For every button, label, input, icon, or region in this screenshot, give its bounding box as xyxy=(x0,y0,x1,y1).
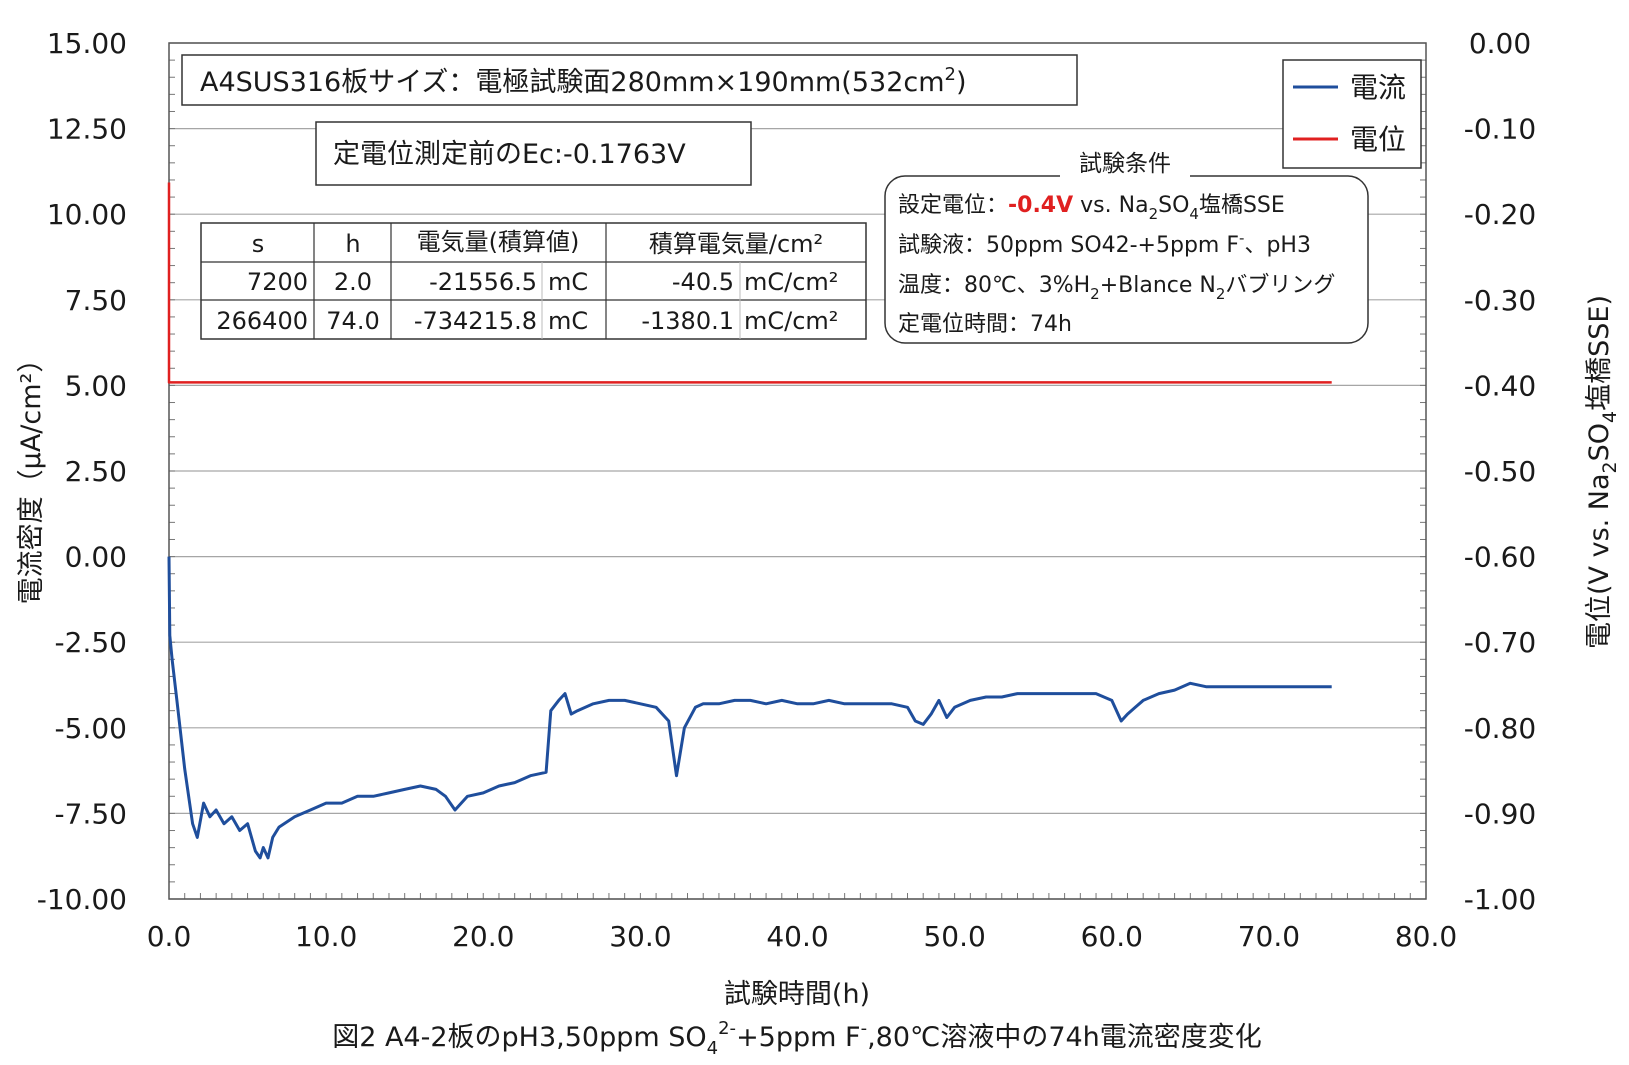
ec-annotation: 定電位測定前のEc:-0.1763V xyxy=(315,121,752,186)
condition-temperature: 温度：80℃、3%H2+Blance N2バブリング xyxy=(898,273,1335,303)
y-right-tick-label: 0.00 xyxy=(1469,27,1531,60)
y-left-tick-label: 0.00 xyxy=(65,541,127,574)
y-right-axis-title: 電位(V vs. Na2SO4塩橋SSE) xyxy=(1584,295,1621,649)
x-tick-label: 50.0 xyxy=(923,920,985,953)
conditions-title: 試験条件 xyxy=(1079,151,1171,177)
y-right-tick-label: -0.80 xyxy=(1464,712,1536,745)
y-left-axis-title: 電流密度（μA/cm²） xyxy=(16,346,47,605)
table-cell: mC/cm² xyxy=(744,268,838,296)
y-left-tick-label: 7.50 xyxy=(65,284,127,317)
table-cell: 7200 xyxy=(247,268,308,296)
y-left-tick-label: 12.50 xyxy=(47,113,127,146)
x-tick-label: 40.0 xyxy=(766,920,828,953)
current-density-line xyxy=(167,556,1332,860)
table-cell: 2.0 xyxy=(334,268,372,296)
table-cell: 74.0 xyxy=(326,307,379,335)
y-left-tick-labels: 15.00 12.50 10.00 7.50 5.00 2.50 0.00 -2.50 -5.0… xyxy=(37,27,127,916)
y-right-tick-label: -0.90 xyxy=(1464,797,1536,830)
series xyxy=(167,182,1332,860)
table-cell: 266400 xyxy=(216,307,308,335)
size-annotation: A4SUS316板サイズ：電極試験面280mm×190mm(532cm2) xyxy=(181,54,1078,106)
x-tick-label: 20.0 xyxy=(452,920,514,953)
y-left-tick-label: -10.00 xyxy=(37,883,127,916)
y-right-tick-label: -0.60 xyxy=(1464,541,1536,574)
table-cell: -1380.1 xyxy=(641,307,734,335)
table-header-charge-per-area: 積算電気量/cm² xyxy=(649,230,823,258)
y-left-tick-label: -7.50 xyxy=(55,797,127,830)
y-right-tick-label: -0.30 xyxy=(1464,284,1536,317)
y-right-tick-label: -0.50 xyxy=(1464,455,1536,488)
x-tick-label: 70.0 xyxy=(1238,920,1300,953)
table-header-h: h xyxy=(345,230,360,258)
condition-solution: 試験液：50ppm SO42-+5ppm F-、pH3 xyxy=(898,229,1311,258)
condition-potential: 設定電位：-0.4V vs. Na2SO4塩橋SSE xyxy=(898,193,1285,223)
y-left-tick-label: 5.00 xyxy=(65,369,127,402)
y-right-tick-label: -0.70 xyxy=(1464,626,1536,659)
x-axis-title: 試験時間(h) xyxy=(724,979,870,1010)
legend-potential-label: 電位 xyxy=(1350,123,1406,156)
figure-caption: 図2 A4-2板のpH3,50ppm SO42-+5ppm F-,80℃溶液中の… xyxy=(332,1018,1262,1059)
y-left-tick-label: 15.00 xyxy=(47,27,127,60)
y-right-tick-label: -1.00 xyxy=(1464,883,1536,916)
y-right-tick-label: -0.10 xyxy=(1464,113,1536,146)
legend-current-label: 電流 xyxy=(1350,71,1406,104)
svg-text:A4SUS316板サイズ：電極試験面280mm×190mm(: A4SUS316板サイズ：電極試験面280mm×190mm(532cm2) xyxy=(200,64,967,98)
potential-line xyxy=(167,182,1332,384)
y-right-tick-label: -0.20 xyxy=(1464,198,1536,231)
charge-table: s h 電気量(積算値) 積算電気量/cm² 7200 2.0 -21556.5… xyxy=(200,222,867,340)
y-left-tick-label: 10.00 xyxy=(47,198,127,231)
y-left-tick-label: -5.00 xyxy=(55,712,127,745)
plot-frame xyxy=(168,42,1427,900)
svg-text:定電位測定前のEc:-0.1763V: 定電位測定前のEc:-0.1763V xyxy=(333,139,686,170)
table-header-s: s xyxy=(252,230,265,258)
x-tick-labels: 0.0 10.0 20.0 30.0 40.0 50.0 60.0 70.0 80.0 xyxy=(147,920,1457,953)
y-left-tick-label: -2.50 xyxy=(55,626,127,659)
table-cell: -21556.5 xyxy=(429,268,537,296)
x-tick-label: 80.0 xyxy=(1395,920,1457,953)
y-right-tick-labels: 0.00 -0.10 -0.20 -0.30 -0.40 -0.50 -0.60 -0.70 -… xyxy=(1464,27,1536,916)
table-cell: mC xyxy=(548,268,588,296)
x-tick-label: 60.0 xyxy=(1081,920,1143,953)
table-header-charge: 電気量(積算値) xyxy=(417,228,580,256)
table-cell: mC xyxy=(548,307,588,335)
condition-duration: 定電位時間：74h xyxy=(898,312,1072,337)
legend: 電流 電位 xyxy=(1282,59,1422,169)
y-right-tick-label: -0.40 xyxy=(1464,369,1536,402)
table-cell: -40.5 xyxy=(672,268,734,296)
conditions-box: 試験条件 設定電位：-0.4V vs. Na2SO4塩橋SSE 試験液：50pp… xyxy=(884,146,1369,344)
table-cell: -734215.8 xyxy=(414,307,537,335)
x-tick-label: 10.0 xyxy=(295,920,357,953)
x-tick-label: 0.0 xyxy=(147,920,192,953)
y-left-tick-label: 2.50 xyxy=(65,455,127,488)
x-tick-label: 30.0 xyxy=(609,920,671,953)
table-cell: mC/cm² xyxy=(744,307,838,335)
